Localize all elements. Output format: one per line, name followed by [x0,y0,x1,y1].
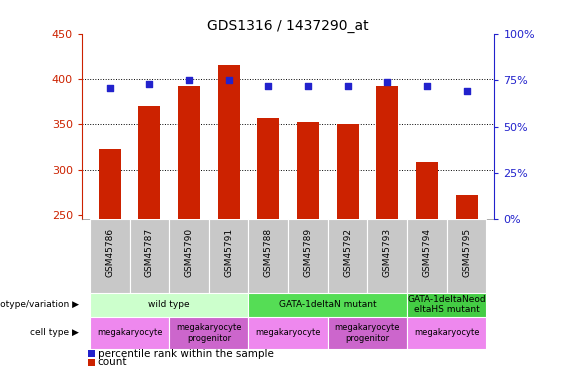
Text: percentile rank within the sample: percentile rank within the sample [98,349,273,358]
Bar [447,219,486,292]
Bar [178,86,200,219]
Text: count: count [98,357,127,367]
Text: GATA-1deltaN mutant: GATA-1deltaN mutant [279,300,377,309]
Point [303,83,312,89]
Text: megakaryocyte: megakaryocyte [97,328,162,338]
Text: genotype/variation ▶: genotype/variation ▶ [0,300,79,309]
Bar [90,317,169,349]
Bar [169,219,209,292]
Text: GSM45786: GSM45786 [105,228,114,277]
Point [343,83,352,89]
Point [145,81,154,87]
Text: GSM45789: GSM45789 [303,228,312,277]
Bar [249,219,288,292]
Bar [328,317,407,349]
Text: megakaryocyte: megakaryocyte [414,328,480,338]
Text: wild type: wild type [149,300,190,309]
Bar [416,162,438,219]
Point [423,83,432,89]
Title: GDS1316 / 1437290_at: GDS1316 / 1437290_at [207,19,369,33]
Bar [138,106,160,219]
Bar [407,219,447,292]
Text: GSM45790: GSM45790 [185,228,193,277]
Text: GSM45788: GSM45788 [264,228,273,277]
Text: cell type ▶: cell type ▶ [30,328,79,338]
Bar [328,219,367,292]
Point [224,77,233,83]
Text: GSM45792: GSM45792 [343,228,352,277]
Text: GSM45793: GSM45793 [383,228,392,277]
Bar [376,86,398,219]
Text: GATA-1deltaNeod
eltaHS mutant: GATA-1deltaNeod eltaHS mutant [407,295,486,314]
Bar [249,317,328,349]
Point [383,79,392,85]
Bar [407,317,486,349]
Bar [407,292,486,317]
Bar [258,118,279,219]
Bar [456,195,477,219]
Bar [337,124,359,219]
Bar [129,219,169,292]
Bar [99,149,120,219]
Bar [297,123,319,219]
Text: megakaryocyte: megakaryocyte [255,328,321,338]
Text: megakaryocyte
progenitor: megakaryocyte progenitor [334,323,400,342]
Point [462,88,471,94]
Point [105,85,114,91]
Point [264,83,273,89]
Point [185,77,194,83]
Bar [288,219,328,292]
Text: GSM45791: GSM45791 [224,228,233,277]
Text: GSM45794: GSM45794 [423,228,432,277]
Text: GSM45795: GSM45795 [462,228,471,277]
Text: GSM45787: GSM45787 [145,228,154,277]
Bar [218,66,240,219]
Bar [90,292,249,317]
Bar [249,292,407,317]
Bar [367,219,407,292]
Text: megakaryocyte
progenitor: megakaryocyte progenitor [176,323,242,342]
Bar [90,219,129,292]
Bar [209,219,249,292]
Bar [169,317,249,349]
